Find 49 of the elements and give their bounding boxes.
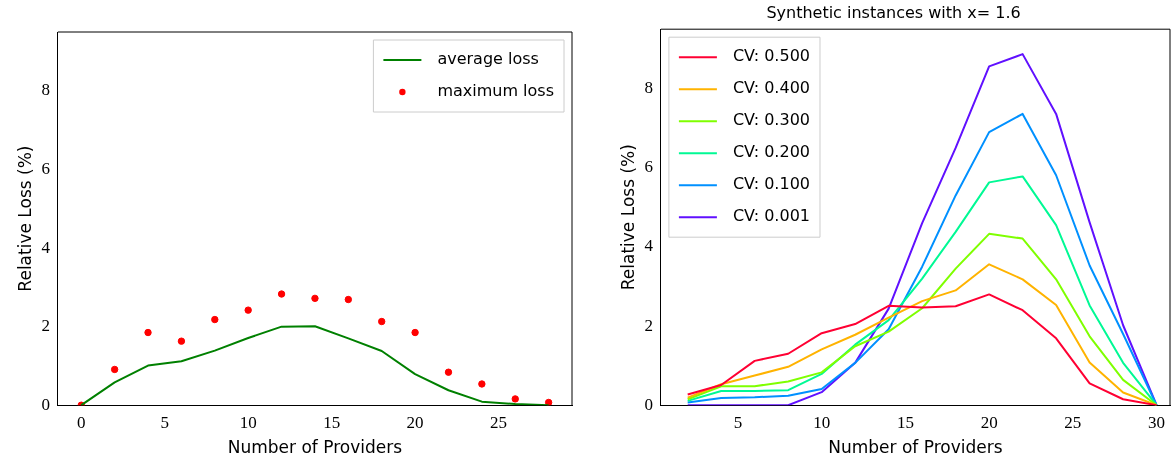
y-tick-label: 4 bbox=[644, 236, 654, 256]
point bbox=[544, 398, 553, 406]
x-tick-label: 20 bbox=[980, 412, 998, 432]
x-tick-label: 15 bbox=[323, 412, 341, 432]
x-tick-label: 15 bbox=[896, 412, 914, 432]
point bbox=[311, 294, 319, 303]
point bbox=[511, 395, 519, 403]
x-tick-label: 20 bbox=[406, 412, 424, 432]
legend-label: CV: 0.001 bbox=[732, 206, 810, 226]
y-tick-label: 6 bbox=[41, 158, 50, 178]
x-tick-label: 5 bbox=[160, 412, 169, 432]
y-tick-label: 0 bbox=[41, 394, 50, 414]
y-tick-label: 0 bbox=[644, 394, 653, 414]
point bbox=[411, 328, 419, 337]
y-tick-label: 2 bbox=[41, 316, 50, 336]
y-tick-label: 2 bbox=[644, 315, 653, 335]
point bbox=[211, 315, 219, 324]
x-tick-label: 25 bbox=[490, 412, 508, 432]
y-tick-label: 8 bbox=[644, 78, 653, 98]
x-tick-label: 0 bbox=[77, 412, 86, 432]
legend-label: CV: 0.500 bbox=[732, 46, 810, 66]
chart-title: Synthetic instances with x= 1.6 bbox=[766, 2, 1021, 22]
y-axis-title: Relative Loss (%) bbox=[14, 145, 35, 292]
point bbox=[344, 295, 353, 304]
legend-label: CV: 0.200 bbox=[732, 142, 810, 162]
legend-label: maximum loss bbox=[437, 81, 554, 101]
point bbox=[444, 368, 453, 376]
x-tick-label: 10 bbox=[239, 412, 257, 432]
point bbox=[277, 290, 286, 298]
legend-label: average loss bbox=[437, 49, 539, 69]
y-tick-label: 8 bbox=[41, 80, 50, 100]
y-axis-title: Relative Loss (%) bbox=[617, 144, 638, 291]
y-tick-label: 4 bbox=[41, 237, 51, 257]
point bbox=[478, 380, 486, 388]
point bbox=[378, 317, 386, 326]
point bbox=[144, 328, 152, 337]
legend-label: CV: 0.300 bbox=[732, 110, 810, 130]
point bbox=[244, 306, 252, 314]
y-tick-label: 6 bbox=[644, 157, 653, 177]
x-tick-label: 10 bbox=[813, 412, 831, 432]
x-tick-label: 25 bbox=[1064, 412, 1082, 432]
x-axis-title: Number of Providers bbox=[828, 437, 1003, 458]
x-axis-title: Number of Providers bbox=[227, 437, 403, 458]
point bbox=[110, 365, 119, 374]
x-tick-label: 30 bbox=[1148, 412, 1166, 432]
x-tick-label: 5 bbox=[733, 412, 743, 432]
legend-label: CV: 0.400 bbox=[732, 78, 810, 98]
point bbox=[177, 337, 186, 345]
legend-label: CV: 0.100 bbox=[732, 174, 810, 194]
